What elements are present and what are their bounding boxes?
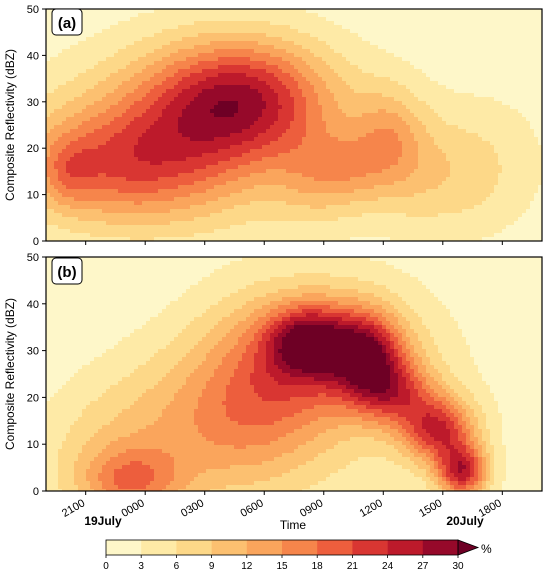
colorbar-tick-label: 0 bbox=[103, 561, 109, 572]
date-label-20july: 20July bbox=[446, 514, 484, 528]
colorbar-unit: % bbox=[481, 542, 492, 556]
x-tick-label: 0000 bbox=[119, 497, 146, 520]
y-tick-label: 40 bbox=[27, 50, 39, 62]
y-tick-label: 40 bbox=[27, 299, 39, 311]
x-tick-labels: 2100 0000 0300 0600 0900 1200 1500 1800 bbox=[60, 497, 504, 520]
colorbar-bin bbox=[317, 540, 353, 555]
panel-b-frame bbox=[45, 256, 543, 492]
colorbar-extend-arrow bbox=[457, 539, 480, 556]
colorbar-bin bbox=[352, 540, 388, 555]
panel-a-yticks: 0 10 20 30 40 50 bbox=[27, 4, 46, 248]
y-tick-label: 10 bbox=[27, 190, 39, 202]
x-tick-label: 1200 bbox=[358, 497, 385, 520]
panel-a-label-box: (a) bbox=[51, 8, 83, 36]
x-axis-label: Time bbox=[280, 518, 307, 532]
y-tick-label: 30 bbox=[27, 346, 39, 358]
x-tick-label: 0300 bbox=[179, 497, 206, 520]
panel-a-frame bbox=[45, 8, 543, 242]
colorbar-bin bbox=[176, 540, 212, 555]
colorbar-tick-label: 6 bbox=[174, 561, 180, 572]
panel-a: 0 10 20 30 40 50 (a) Composite Reflectivity (… bbox=[3, 4, 543, 248]
colorbar-bin bbox=[106, 540, 142, 555]
y-tick-label: 50 bbox=[27, 4, 39, 16]
colorbar-bin bbox=[141, 540, 177, 555]
colorbar: 0 3 6 9 12 15 18 21 24 27 30 bbox=[103, 539, 480, 572]
panel-b: 0 10 20 30 40 50 (b) Composite Reflectivity (… bbox=[3, 252, 543, 498]
y-tick-label: 10 bbox=[27, 439, 39, 451]
panel-b-label-box: (b) bbox=[51, 257, 83, 285]
x-tick-label: 2100 bbox=[60, 497, 87, 520]
panel-b-label: (b) bbox=[57, 264, 76, 281]
panel-a-xticks bbox=[85, 241, 503, 245]
colorbar-bin bbox=[246, 540, 283, 555]
panel-a-label: (a) bbox=[58, 15, 76, 32]
colorbar-bin bbox=[387, 540, 424, 555]
colorbar-bin bbox=[211, 540, 248, 555]
colorbar-tick-label: 12 bbox=[241, 561, 253, 572]
panel-a-ylabel: Composite Reflectivity (dBZ) bbox=[3, 49, 17, 201]
colorbar-tick-label: 3 bbox=[138, 561, 144, 572]
colorbar-tick-label: 21 bbox=[347, 561, 359, 572]
panel-b-xticks bbox=[85, 491, 503, 495]
colorbar-tick-label: 24 bbox=[382, 561, 394, 572]
y-tick-label: 0 bbox=[33, 236, 39, 248]
x-tick-label: 0900 bbox=[298, 497, 325, 520]
y-tick-label: 50 bbox=[27, 252, 39, 264]
colorbar-tick-label: 15 bbox=[276, 561, 288, 572]
y-tick-label: 20 bbox=[27, 392, 39, 404]
colorbar-tick-label: 9 bbox=[209, 561, 215, 572]
colorbar-bin bbox=[422, 540, 459, 555]
y-tick-label: 30 bbox=[27, 97, 39, 109]
colorbar-bin bbox=[282, 540, 318, 555]
panel-b-ylabel: Composite Reflectivity (dBZ) bbox=[3, 298, 17, 450]
colorbar-tick-label: 27 bbox=[417, 561, 429, 572]
colorbar-tick-label: 30 bbox=[452, 561, 464, 572]
colorbar-tick-label: 18 bbox=[312, 561, 324, 572]
date-label-19july: 19July bbox=[84, 514, 122, 528]
y-tick-label: 0 bbox=[33, 486, 39, 498]
panel-a-field bbox=[46, 9, 543, 242]
y-tick-label: 20 bbox=[27, 143, 39, 155]
x-tick-label: 1500 bbox=[417, 497, 444, 520]
panel-b-field bbox=[46, 257, 543, 492]
x-tick-label: 0600 bbox=[239, 497, 266, 520]
panel-b-yticks: 0 10 20 30 40 50 bbox=[27, 252, 46, 498]
